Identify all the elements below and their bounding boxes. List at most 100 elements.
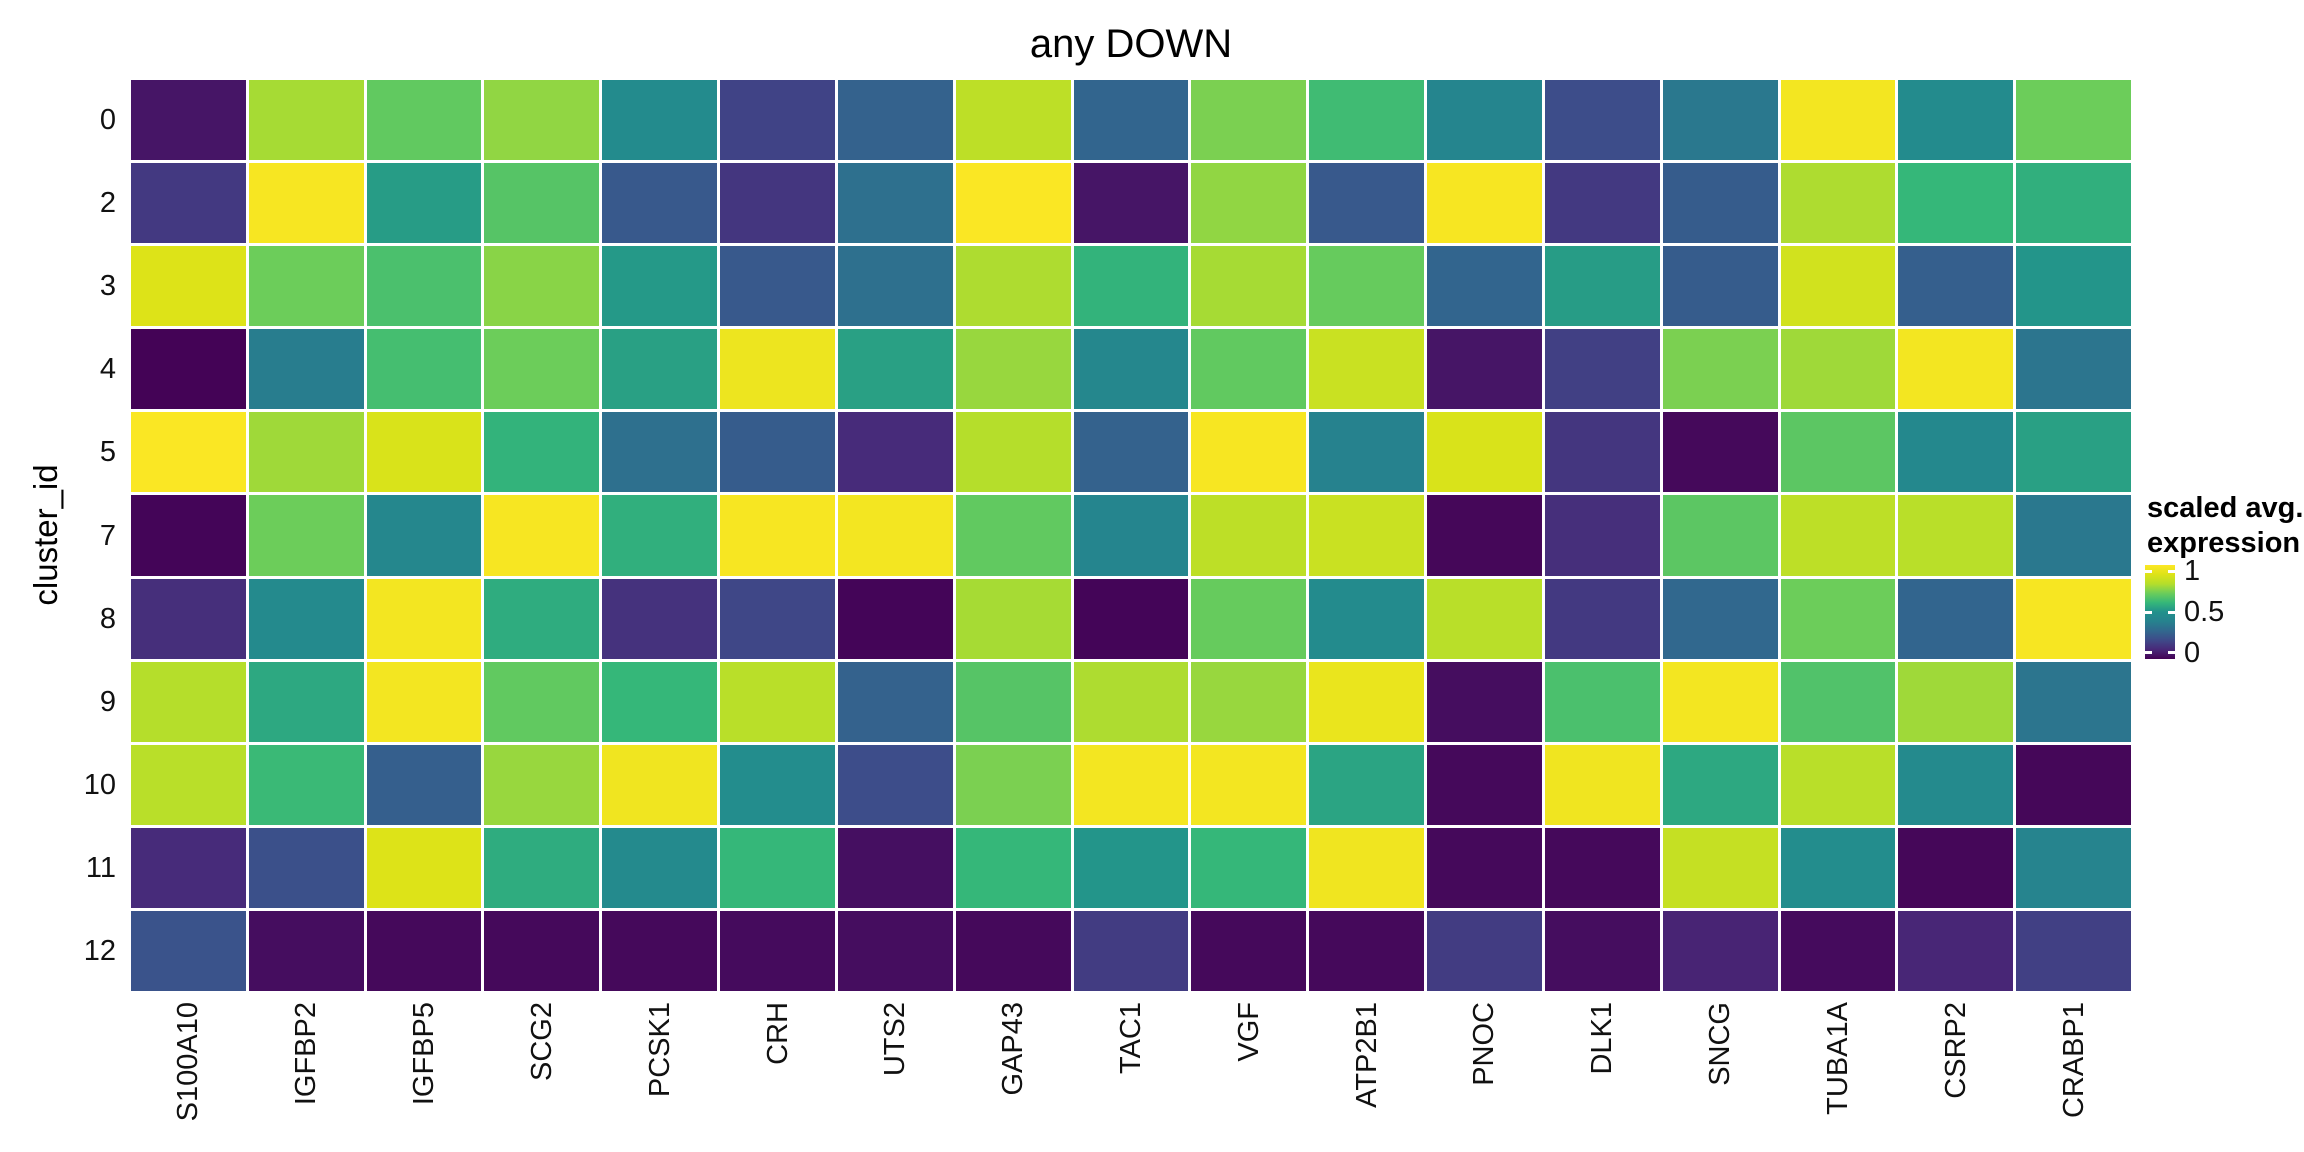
- x-tick-label: SNCG: [1704, 1002, 1737, 1086]
- heatmap-grid: [131, 80, 2131, 991]
- heatmap-cell: [955, 744, 1071, 825]
- heatmap-cell: [366, 744, 482, 825]
- heatmap-cell: [248, 329, 364, 410]
- heatmap-cell: [837, 163, 953, 244]
- legend-title-line1: scaled avg.: [2147, 492, 2304, 524]
- heatmap-cell: [131, 578, 246, 659]
- heatmap-cell: [1780, 910, 1896, 991]
- heatmap-cell: [1544, 412, 1660, 493]
- heatmap-cell: [131, 827, 246, 908]
- heatmap-cell: [837, 80, 953, 161]
- heatmap-cell: [1780, 827, 1896, 908]
- y-tick-label: 2: [99, 187, 116, 220]
- heatmap-cell: [1427, 246, 1542, 327]
- heatmap-cell: [1780, 163, 1896, 244]
- heatmap-cell: [602, 827, 718, 908]
- heatmap-cell: [837, 246, 953, 327]
- x-tick-label: DLK1: [1586, 1002, 1619, 1075]
- heatmap-cell: [955, 495, 1071, 576]
- heatmap-cell: [366, 163, 482, 244]
- y-tick-label: 0: [99, 104, 116, 137]
- heatmap-cell: [837, 910, 953, 991]
- heatmap-cell: [248, 827, 364, 908]
- heatmap-cell: [1309, 661, 1425, 742]
- heatmap-cell: [1191, 578, 1307, 659]
- heatmap-cell: [602, 412, 718, 493]
- heatmap-cell: [1309, 744, 1425, 825]
- heatmap-cell: [248, 163, 364, 244]
- heatmap-cell: [366, 827, 482, 908]
- heatmap-cell: [602, 163, 718, 244]
- heatmap-cell: [248, 246, 364, 327]
- heatmap-cell: [1427, 412, 1542, 493]
- heatmap-cell: [1073, 495, 1189, 576]
- heatmap-cell: [1780, 495, 1896, 576]
- x-tick-label: PNOC: [1468, 1002, 1501, 1086]
- heatmap-cell: [1544, 744, 1660, 825]
- heatmap-cell: [484, 910, 600, 991]
- x-tick-label: VGF: [1232, 1002, 1265, 1062]
- heatmap-cell: [720, 578, 835, 659]
- x-tick-label: IGFBP5: [408, 1002, 441, 1106]
- heatmap-cell: [1309, 495, 1425, 576]
- heatmap-cell: [720, 910, 835, 991]
- legend-tickmark: [2168, 651, 2175, 655]
- heatmap-cell: [1898, 412, 2014, 493]
- heatmap-cell: [837, 827, 953, 908]
- heatmap-cell: [1544, 910, 1660, 991]
- heatmap-cell: [484, 329, 600, 410]
- heatmap-cell: [366, 495, 482, 576]
- heatmap-cell: [1191, 246, 1307, 327]
- y-tick-label: 12: [83, 934, 116, 967]
- heatmap-cell: [837, 495, 953, 576]
- heatmap-cell: [720, 495, 835, 576]
- legend-tick-label: 1: [2184, 555, 2201, 588]
- heatmap-cell: [1309, 412, 1425, 493]
- heatmap-cell: [1898, 246, 2014, 327]
- heatmap-cell: [1309, 329, 1425, 410]
- heatmap-cell: [1898, 163, 2014, 244]
- heatmap-cell: [1544, 495, 1660, 576]
- x-tick-label: SCG2: [525, 1002, 558, 1081]
- heatmap-cell: [1073, 412, 1189, 493]
- legend-tick-label: 0.5: [2184, 596, 2225, 628]
- heatmap-cell: [1662, 80, 1778, 161]
- heatmap-cell: [720, 163, 835, 244]
- heatmap-cell: [602, 495, 718, 576]
- heatmap-cell: [1309, 163, 1425, 244]
- heatmap-cell: [1662, 246, 1778, 327]
- heatmap-cell: [602, 661, 718, 742]
- heatmap-cell: [131, 661, 246, 742]
- x-tick-label: CSRP2: [1939, 1002, 1972, 1099]
- legend-tickmark: [2145, 569, 2152, 573]
- heatmap-cell: [1544, 661, 1660, 742]
- heatmap-cell: [1073, 744, 1189, 825]
- heatmap-cell: [484, 827, 600, 908]
- heatmap-cell: [955, 827, 1071, 908]
- heatmap-cell: [1780, 744, 1896, 825]
- x-tick-label: GAP43: [997, 1002, 1030, 1096]
- heatmap-cell: [1780, 412, 1896, 493]
- heatmap-cell: [1662, 412, 1778, 493]
- legend-tickmark: [2168, 610, 2175, 614]
- heatmap-cell: [602, 246, 718, 327]
- y-tick-label: 5: [99, 436, 116, 469]
- heatmap-cell: [1544, 578, 1660, 659]
- heatmap-cell: [1780, 329, 1896, 410]
- heatmap-cell: [955, 578, 1071, 659]
- heatmap-cell: [1544, 827, 1660, 908]
- heatmap-cell: [1191, 661, 1307, 742]
- heatmap-cell: [2016, 578, 2131, 659]
- heatmap-cell: [1309, 910, 1425, 991]
- heatmap-cell: [1427, 827, 1542, 908]
- heatmap-cell: [1073, 163, 1189, 244]
- heatmap-cell: [2016, 80, 2131, 161]
- heatmap-cell: [484, 661, 600, 742]
- x-tick-label: UTS2: [879, 1002, 912, 1077]
- heatmap-cell: [484, 495, 600, 576]
- heatmap-cell: [955, 80, 1071, 161]
- heatmap-cell: [837, 578, 953, 659]
- heatmap-cell: [248, 910, 364, 991]
- heatmap-cell: [1309, 827, 1425, 908]
